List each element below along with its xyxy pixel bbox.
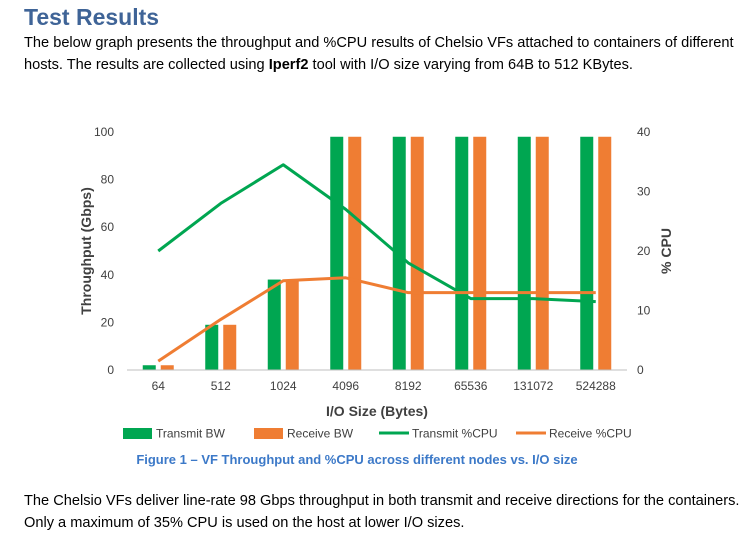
legend-swatch xyxy=(254,428,283,439)
bar-receive-bw xyxy=(410,136,424,370)
legend-label: Transmit BW xyxy=(156,427,226,441)
figure-caption: Figure 1 – VF Throughput and %CPU across… xyxy=(0,452,750,467)
y-tick-label: 40 xyxy=(101,268,115,282)
intro-text-end: tool with I/O size varying from 64B to 5… xyxy=(308,57,633,73)
bar-receive-bw xyxy=(160,365,174,370)
bar-receive-bw xyxy=(535,136,549,370)
y2-tick-label: 0 xyxy=(637,363,644,377)
y-tick-label: 60 xyxy=(101,220,115,234)
legend-swatch xyxy=(123,428,152,439)
intro-text-start: The below graph presents the throughput … xyxy=(24,35,734,73)
x-tick-label: 524288 xyxy=(576,379,616,393)
bar-transmit-bw xyxy=(205,324,219,370)
conclusion-paragraph: The Chelsio VFs deliver line-rate 98 Gbp… xyxy=(24,493,740,531)
bar-receive-bw xyxy=(223,324,237,370)
section-heading: Test Results xyxy=(24,4,160,30)
y2-tick-label: 10 xyxy=(637,304,651,318)
bar-transmit-bw xyxy=(267,279,281,370)
y-tick-label: 80 xyxy=(101,173,115,187)
legend-label: Receive BW xyxy=(287,427,354,441)
y2-axis-title: % CPU xyxy=(658,228,674,274)
x-axis-title: I/O Size (Bytes) xyxy=(326,403,428,419)
x-tick-label: 64 xyxy=(152,379,166,393)
legend-label: Transmit %CPU xyxy=(412,427,498,441)
x-tick-label: 1024 xyxy=(270,379,297,393)
y2-tick-label: 40 xyxy=(637,125,651,139)
bar-receive-bw xyxy=(598,136,612,370)
x-tick-label: 512 xyxy=(211,379,231,393)
bar-transmit-bw xyxy=(580,136,594,370)
bar-receive-bw xyxy=(473,136,487,370)
y-axis-title: Throughput (Gbps) xyxy=(78,187,94,315)
x-tick-label: 131072 xyxy=(513,379,553,393)
bar-transmit-bw xyxy=(517,136,531,370)
bar-transmit-bw xyxy=(330,136,344,370)
bar-receive-bw xyxy=(348,136,362,370)
y-tick-label: 20 xyxy=(101,315,115,329)
figure-caption-text: Figure 1 – VF Throughput and %CPU across… xyxy=(136,452,578,467)
line-transmit-pct-cpu xyxy=(157,163,596,304)
intro-paragraph: The below graph presents the throughput … xyxy=(24,32,740,76)
intro-tool-name: Iperf2 xyxy=(268,57,309,73)
x-tick-label: 65536 xyxy=(454,379,488,393)
x-tick-label: 4096 xyxy=(332,379,359,393)
y-tick-label: 100 xyxy=(94,125,114,139)
bar-transmit-bw xyxy=(142,365,156,370)
bar-receive-bw xyxy=(285,279,299,370)
y-tick-label: 0 xyxy=(107,363,114,377)
y2-tick-label: 20 xyxy=(637,244,651,258)
line-receive-pct-cpu xyxy=(157,276,596,363)
x-tick-label: 8192 xyxy=(395,379,422,393)
legend-label: Receive %CPU xyxy=(549,427,632,441)
y2-tick-label: 30 xyxy=(637,185,651,199)
bar-transmit-bw xyxy=(455,136,469,370)
